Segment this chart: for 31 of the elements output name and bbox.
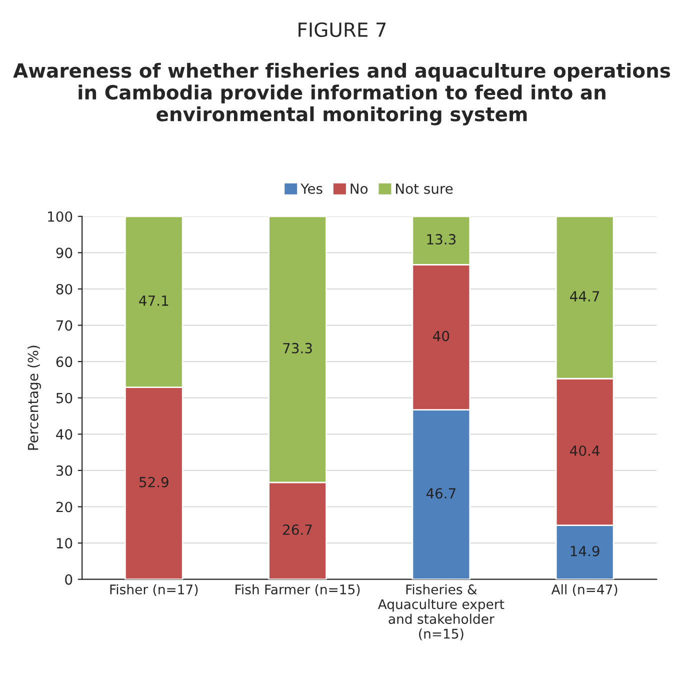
y-tick-label: 20: [56, 502, 72, 512]
legend-label: Not sure: [396, 184, 453, 194]
y-tick-label: 40: [56, 429, 72, 440]
data-label: 47.1: [139, 296, 168, 306]
y-tick-label: 100: [48, 211, 72, 222]
data-label: 73.3: [283, 342, 312, 354]
y-tick-label: 0: [65, 574, 72, 585]
x-tick-label: Fish Farmer (n=15): [236, 584, 360, 596]
y-tick-label: 80: [56, 284, 72, 294]
data-label: 40: [433, 330, 450, 342]
data-label: 44.7: [570, 291, 600, 302]
data-label: 40.4: [570, 445, 600, 456]
x-tick-label: All (n=47): [551, 584, 618, 596]
x-tick-label: Fisheries & Aquaculture expert and stakeholder (n=15): [378, 584, 504, 640]
data-label: 46.7: [426, 488, 456, 499]
y-tick-label: 70: [56, 320, 72, 331]
y-tick-label: 50: [56, 392, 72, 404]
y-tick-label: 90: [56, 248, 72, 258]
y-tick-label: 30: [56, 465, 72, 476]
chart-title: FIGURE 7: [298, 22, 386, 38]
y-tick-label: 10: [56, 538, 72, 549]
x-tick-label: Fisher (n=17): [110, 584, 198, 596]
data-label: 52.9: [140, 476, 168, 488]
y-axis-title: Percentage (%): [28, 346, 41, 450]
legend-label: Yes: [300, 184, 322, 194]
chart-subtitle: Awareness of whether fisheries and aquaculture operations in Cambodia provide information to feed into an environmental monitoring system: [13, 62, 670, 126]
y-tick-label: 60: [56, 356, 72, 368]
data-label: 26.7: [283, 524, 312, 535]
data-label: 13.3: [427, 234, 456, 245]
data-label: 14.9: [570, 546, 600, 556]
legend-label: No: [350, 184, 368, 194]
